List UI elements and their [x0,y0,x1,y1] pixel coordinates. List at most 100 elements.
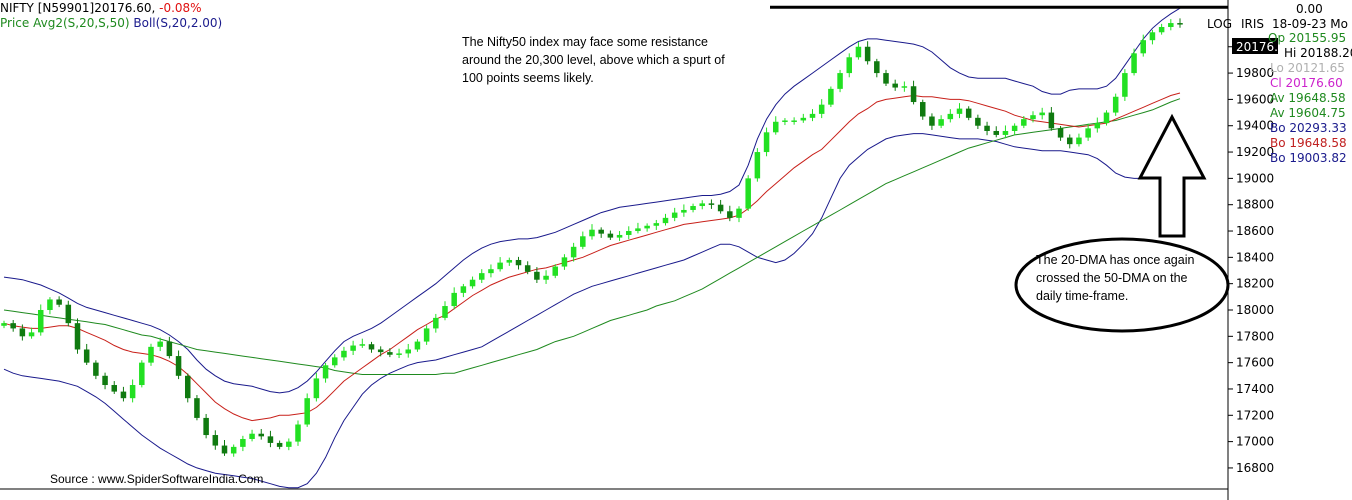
candle-body [910,86,917,103]
candle-body [782,120,788,122]
candle-body [874,61,880,74]
candle-body [368,344,375,350]
candle-body [837,73,843,89]
candle-body [37,309,44,333]
ma50-line [3,98,1181,375]
top-value: 0.00 [1296,2,1323,16]
symbol-name: NIFTY [0,1,34,15]
candle-body [258,433,265,437]
candle-body [883,73,889,84]
price-tick-label: 16800 [1236,461,1274,475]
candle-body [295,424,301,442]
price-tick-label: 17800 [1236,329,1274,343]
candle-body [993,130,1000,135]
header-line-1: NIFTY [N59901]20176.60, -0.08% [0,1,202,15]
candle-body [304,398,310,425]
candle-body [120,391,127,399]
candle-body [515,259,522,266]
candle-body [956,108,963,114]
candle-body [1158,27,1165,33]
candle-body [83,349,90,363]
candle-body [1021,119,1027,126]
candle-body [809,113,816,118]
iris-toggle[interactable]: IRIS [1241,17,1265,31]
candle-body [625,231,632,235]
candle-body [1066,137,1073,145]
price-tick-label: 17200 [1236,408,1274,422]
candle-body [772,121,779,133]
candle-body [267,436,274,443]
candle-body [212,435,219,446]
candle-body [28,332,35,337]
header-line-2: Price Avg2(S,20,S,50) Boll(S,20,2.00) [0,16,222,30]
candle-body [322,365,329,379]
crossover-note: The 20-DMA has once again crossed the 50… [1036,253,1195,303]
candle-body [1002,130,1009,135]
price-tick-label: 17600 [1236,356,1274,370]
candle-body [965,108,972,118]
info-close: Cl 20176.60 [1270,76,1343,90]
candle-body [433,317,439,329]
candle-body [359,344,366,346]
candle-body [736,208,742,218]
candle-body [1,323,7,326]
price-legend: Price [0,16,30,30]
candle-body [570,246,577,258]
price-tick-label: 18000 [1236,303,1274,317]
price-tick-label: 17000 [1236,435,1274,449]
candle-body [846,57,853,74]
candle-body [313,378,320,399]
candle-body [111,385,118,392]
candle-body [451,292,457,307]
candle-body [129,385,136,399]
candle-body [1149,32,1156,41]
candle-body [1131,53,1137,74]
candle-body [901,86,908,88]
candle-body [828,88,834,105]
candle-body [506,259,513,263]
candle-body [984,125,990,131]
candle-body [616,234,623,238]
candle-body [478,273,485,280]
price-tick-label: 18400 [1236,250,1274,264]
candle-body [460,286,467,293]
candle-body [855,46,862,58]
candle-body [194,398,200,418]
price-tick-label: 18800 [1236,198,1274,212]
candle-body [929,116,935,126]
candle-body [1057,128,1064,138]
price-tick-label: 18600 [1236,224,1274,238]
price-tick-label: 19000 [1236,171,1274,185]
candle-body [745,178,751,209]
annotation-arrow [1137,113,1207,238]
candle-body [240,438,246,447]
candle-body [166,341,173,357]
candle-body [892,83,898,88]
candle-body [93,362,99,376]
candle-body [662,217,669,224]
candle-body [919,102,926,117]
candle-body [276,442,283,447]
change-value: -0.08% [159,1,202,15]
candle-body [497,262,503,270]
candle-body [56,299,62,305]
candle-body [754,152,761,179]
candle-body [1112,96,1119,113]
candle-body [469,279,476,287]
log-toggle[interactable]: LOG [1207,17,1233,31]
candle-body [230,446,237,454]
last-price-tag [1232,38,1278,54]
info-avg-20: Av 19648.58 [1270,91,1346,105]
candle-body [249,433,255,439]
candle-body [1030,115,1036,120]
candle-body [396,353,402,355]
candle-body [607,233,614,238]
candle-body [10,323,16,329]
bollinger-upper-band [3,7,1181,394]
candle-body [148,346,154,363]
candle-body [139,362,145,386]
candle-body [708,203,715,205]
candle-body [561,257,568,267]
bollinger-lower-band [3,133,1181,489]
